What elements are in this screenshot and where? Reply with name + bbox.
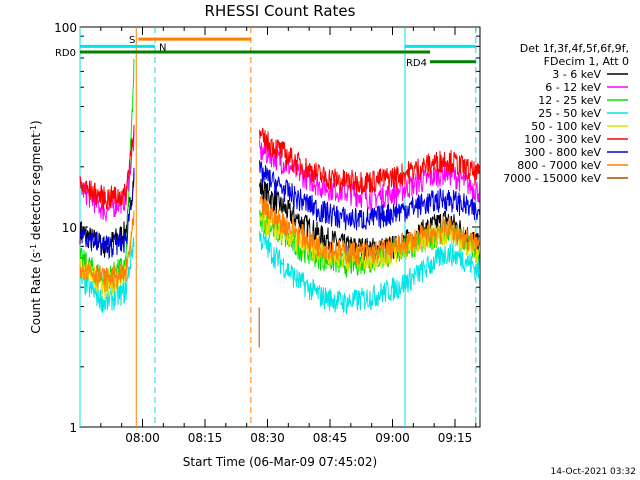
y-tick-label: 1 (69, 421, 77, 435)
legend-header-line-2: FDecim 1, Att 0 (544, 55, 629, 68)
legend-label: 12 - 25 keV (538, 94, 601, 107)
legend-label: 50 - 100 keV (531, 120, 601, 133)
x-axis-label: Start Time (06-Mar-09 07:45:02) (183, 455, 377, 469)
series-line (79, 124, 135, 210)
time-bar-label: N (159, 42, 166, 53)
y-axis-label: Count Rate (s-1 detector segment-1) (29, 120, 44, 333)
series-line (259, 194, 480, 265)
x-tick-label: 09:00 (375, 431, 410, 445)
y-tick-label: 10 (62, 221, 77, 235)
x-tick-label: 08:45 (313, 431, 348, 445)
x-tick-label: 09:15 (438, 431, 473, 445)
series-line (259, 231, 480, 315)
x-tick-label: 08:00 (125, 431, 160, 445)
time-bar-label: RD0 (55, 48, 76, 59)
legend-label: 300 - 800 keV (524, 146, 601, 159)
y-tick-label: 100 (54, 21, 77, 35)
time-bars: S N RD0 RD4 (55, 35, 476, 69)
timestamp: 14-Oct-2021 03:32 (551, 467, 636, 477)
x-axis-ticks: 08:00 08:15 08:30 08:45 09:00 09:15 (100, 27, 477, 445)
attenuator-markers (79, 27, 477, 427)
x-tick-label: 08:15 (188, 431, 223, 445)
time-bar-label: S (129, 35, 135, 46)
series-line (79, 237, 135, 314)
series-line (79, 167, 135, 260)
count-rate-series (79, 59, 480, 348)
time-bar-label: RD4 (406, 58, 427, 69)
legend-label: 6 - 12 keV (545, 81, 601, 94)
legend-header-line-1: Det 1f,3f,4f,5f,6f,9f, (520, 42, 629, 55)
chart-title: RHESSI Count Rates (205, 2, 356, 20)
legend-label: 7000 - 15000 keV (503, 172, 601, 185)
x-tick-label: 08:30 (250, 431, 285, 445)
legend: Det 1f,3f,4f,5f,6f,9f, FDecim 1, Att 0 3… (503, 42, 629, 185)
series-line (79, 59, 135, 290)
series-line (259, 127, 480, 195)
legend-label: 800 - 7000 keV (517, 159, 601, 172)
legend-label: 100 - 300 keV (524, 133, 601, 146)
series-line (259, 160, 480, 231)
series-line (79, 211, 135, 292)
legend-label: 3 - 6 keV (552, 68, 601, 81)
legend-label: 25 - 50 keV (538, 107, 601, 120)
